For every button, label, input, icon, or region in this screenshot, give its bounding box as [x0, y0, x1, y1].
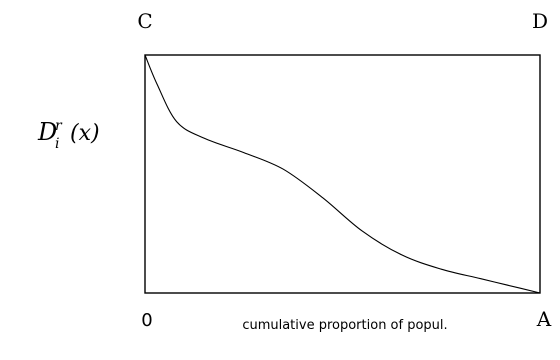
series-line [144, 54, 541, 294]
y-axis-label-base: D [37, 118, 57, 146]
x-axis-label: cumulative proportion of popul. [242, 318, 447, 333]
y-axis-label: D r i (x) [37, 118, 100, 152]
y-axis-label-argument: (x) [70, 121, 100, 146]
y-axis-label-superscript: r [55, 118, 63, 134]
corner-label-top-right: D [532, 9, 548, 33]
corner-label-top-left: C [137, 9, 152, 33]
y-axis-label-subscript: i [55, 136, 59, 152]
plot-frame [144, 54, 541, 294]
corner-label-origin: 0 [141, 310, 152, 331]
corner-label-bottom-right: A [536, 307, 552, 331]
